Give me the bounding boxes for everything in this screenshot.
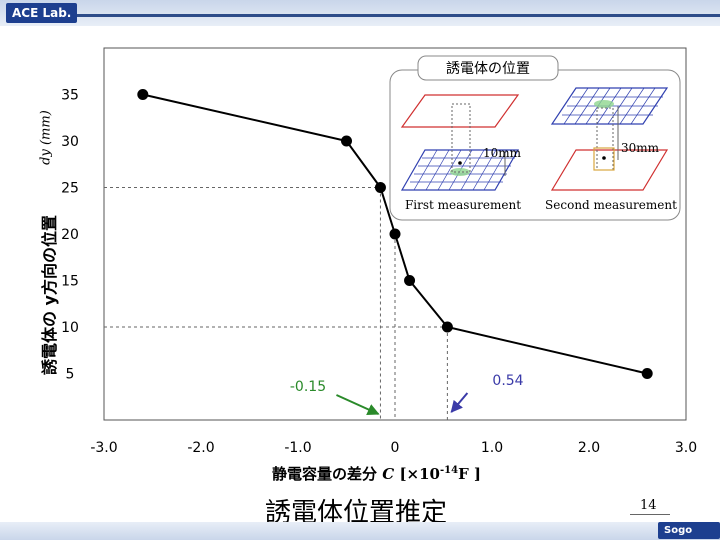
plot-frame	[103, 47, 687, 421]
x-tick-label: 1.0	[481, 440, 503, 456]
data-point	[441, 321, 453, 333]
line-chart: -3.0 -2.0 -1.0 0 1.0 2.0 3.0 5 10 15 20 25 30 35 誘電体…	[61, 47, 697, 456]
second-measurement-drawing: 30mm Second measurement	[545, 87, 677, 212]
annotation-left-value: -0.15	[290, 379, 326, 395]
top-plate	[400, 94, 520, 128]
x-tick-label: 0	[391, 440, 400, 456]
dielectric-point	[602, 156, 606, 160]
dielectric-shadow	[594, 100, 614, 108]
dielectric-block	[593, 147, 615, 171]
dielectric-point	[458, 161, 462, 165]
first-measurement-drawing: 10mm First measurement	[400, 94, 522, 212]
bottom-electrode-grid	[400, 149, 520, 191]
page-number: 14	[640, 498, 657, 513]
y-tick-label: 10	[61, 320, 79, 336]
y-tick-label: 30	[61, 134, 79, 150]
x-tick-label: -3.0	[90, 440, 117, 456]
x-axis-label: 静電容量の差分 C [×10-14F ]	[272, 463, 481, 484]
data-point	[341, 135, 352, 147]
x-axis-label-text: 静電容量の差分	[272, 465, 378, 483]
data-point	[374, 182, 386, 193]
header-bar	[0, 0, 720, 26]
ace-lab-logo: ACE Lab.	[6, 3, 78, 23]
data-point	[137, 89, 149, 100]
x-axis-variable: C	[382, 465, 395, 483]
footer-bar	[0, 522, 720, 540]
y-tick-label: 20	[61, 227, 79, 243]
inset-title: 誘電体の位置	[446, 61, 530, 77]
inset-diagram: 誘電体の位置 10mm First measurement	[389, 55, 681, 221]
x-tick-label: 2.0	[578, 440, 600, 456]
y-tick-label: 35	[61, 88, 79, 104]
x-tick-label: 3.0	[675, 440, 697, 456]
second-measurement-caption: Second measurement	[545, 198, 677, 212]
y-tick-label: 25	[61, 181, 79, 197]
data-point	[404, 275, 416, 286]
page-rule	[630, 514, 670, 515]
header-rule	[70, 14, 720, 17]
right-arrow	[450, 392, 469, 413]
y-tick-label: 5	[66, 367, 75, 383]
x-tick-label: -2.0	[187, 440, 214, 456]
data-point	[641, 368, 653, 379]
y-tick-label: 15	[61, 274, 79, 290]
inset-title-box	[417, 55, 559, 81]
left-arrow	[336, 394, 380, 416]
first-distance-label: 10mm	[483, 146, 522, 160]
first-measurement-caption: First measurement	[405, 198, 521, 212]
x-tick-label: -1.0	[284, 440, 311, 456]
y-axis-unit-label: dy (mm)	[38, 110, 54, 165]
second-distance-label: 30mm	[621, 141, 660, 155]
annotation-right-value: 0.54	[492, 373, 523, 389]
dielectric-column	[451, 103, 471, 173]
bottom-plate	[550, 149, 669, 191]
sogo-univ-logo: Sogo Univ.	[658, 522, 720, 553]
unit-exponent: -14	[439, 465, 459, 476]
top-electrode-grid	[550, 87, 669, 125]
x-axis-unit: [×10-14F ]	[399, 465, 482, 483]
data-point	[389, 228, 401, 240]
